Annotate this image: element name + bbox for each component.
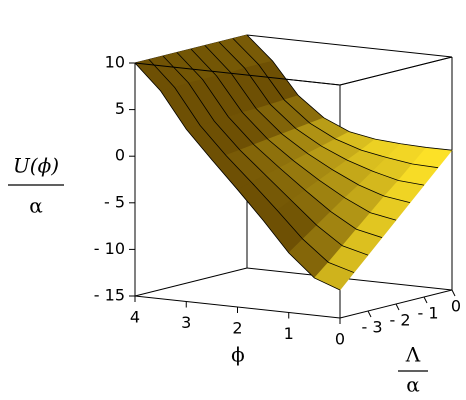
x-tick-label: 2 — [232, 319, 242, 338]
x-label: ϕ — [231, 343, 245, 367]
y-tick — [451, 289, 456, 297]
y-label-denominator: α — [406, 373, 420, 397]
mesh-line — [176, 52, 383, 238]
z-tick-label: 5 — [115, 99, 125, 118]
box-edge — [134, 62, 341, 86]
y-tick-label: - 1 — [417, 304, 438, 323]
z-tick-label: - 5 — [104, 192, 125, 211]
x-tick-label: 1 — [284, 324, 294, 343]
y-tick-label: - 2 — [389, 311, 410, 330]
box-edge — [339, 56, 453, 86]
mesh-line — [232, 38, 439, 169]
box-edge — [246, 34, 453, 58]
z-label-numerator: U(ϕ) — [13, 154, 59, 178]
z-tick-label: 0 — [115, 146, 125, 165]
mesh-line — [148, 59, 355, 273]
z-tick-label: - 10 — [94, 239, 125, 258]
mesh-line — [134, 62, 341, 291]
mesh-line — [190, 48, 397, 221]
y-tick — [395, 303, 400, 311]
y-tick — [367, 310, 372, 318]
mesh-line — [246, 34, 453, 151]
x-tick-label: 0 — [335, 330, 345, 349]
mesh-line — [204, 45, 411, 204]
z-label-denominator: α — [29, 194, 43, 218]
box-edge — [246, 267, 453, 291]
mesh-line — [162, 55, 369, 256]
x-tick-label: 3 — [181, 313, 191, 332]
y-label-numerator: Λ — [405, 343, 421, 367]
z-tick-label: - 15 — [94, 286, 125, 305]
y-tick-label: - 3 — [361, 318, 382, 337]
y-tick — [423, 296, 428, 304]
mesh-line — [218, 41, 425, 186]
box-edge — [134, 267, 248, 297]
y-tick-label: 0 — [451, 297, 461, 316]
x-tick-label: 4 — [130, 308, 140, 327]
z-tick-label: 10 — [105, 53, 125, 72]
